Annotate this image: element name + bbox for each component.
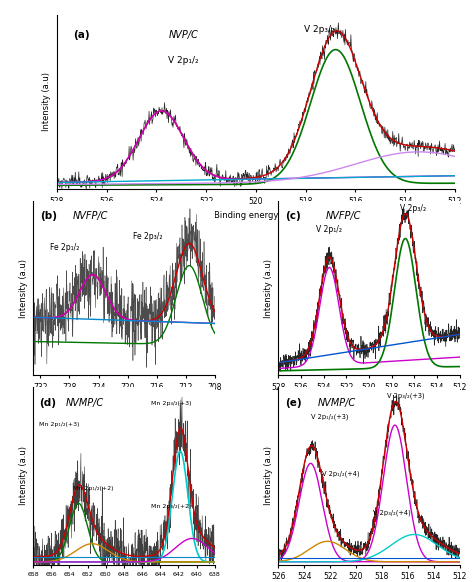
Text: V 2p₁/₂: V 2p₁/₂ [168, 56, 199, 65]
Text: Mn 2p₃/₂(+2): Mn 2p₃/₂(+2) [151, 504, 191, 509]
Text: V 2p₁/₂(+4): V 2p₁/₂(+4) [322, 471, 359, 477]
Text: NVFP/C: NVFP/C [73, 211, 109, 221]
Text: NVP/C: NVP/C [168, 30, 198, 40]
Y-axis label: Intensity (a.u): Intensity (a.u) [264, 446, 273, 505]
Y-axis label: Intensity (a.u): Intensity (a.u) [264, 258, 273, 318]
Text: Fe 2p₁/₂: Fe 2p₁/₂ [49, 243, 79, 251]
Text: (a): (a) [73, 30, 90, 40]
Y-axis label: Intensity (a.u): Intensity (a.u) [18, 446, 27, 505]
X-axis label: Binding energy (eV): Binding energy (eV) [82, 398, 166, 407]
Text: NVMP/C: NVMP/C [318, 398, 356, 407]
Text: Mn 2p₃/₂(+3): Mn 2p₃/₂(+3) [151, 401, 191, 406]
Y-axis label: Intensity (a.u): Intensity (a.u) [18, 258, 27, 318]
Text: V 2p₃/₂(+4): V 2p₃/₂(+4) [373, 510, 410, 516]
Text: (c): (c) [285, 211, 301, 221]
Text: (b): (b) [40, 211, 57, 221]
Text: V 2p₃/₂: V 2p₃/₂ [400, 204, 426, 213]
Text: V 2p₁/₂: V 2p₁/₂ [316, 225, 342, 234]
Text: NVFP/C: NVFP/C [326, 211, 361, 221]
Text: Fe 2p₃/₂: Fe 2p₃/₂ [133, 232, 163, 241]
Text: V 2p₁/₂(+3): V 2p₁/₂(+3) [311, 414, 348, 420]
X-axis label: Binding energy (eV): Binding energy (eV) [327, 398, 411, 407]
X-axis label: Binding energy (eV): Binding energy (eV) [214, 211, 298, 221]
Text: (e): (e) [285, 398, 302, 407]
Text: V 2p₃/₂: V 2p₃/₂ [304, 25, 334, 34]
Text: (d): (d) [38, 398, 55, 407]
Text: NVMP/C: NVMP/C [66, 398, 104, 407]
Text: Mn 2p₁/₂(+3): Mn 2p₁/₂(+3) [38, 422, 79, 427]
Y-axis label: Intensity (a.u): Intensity (a.u) [42, 72, 51, 132]
Text: V 2p₃/₂(+3): V 2p₃/₂(+3) [387, 393, 425, 399]
Text: Mn 2p₁/₂(+2): Mn 2p₁/₂(+2) [73, 486, 114, 491]
